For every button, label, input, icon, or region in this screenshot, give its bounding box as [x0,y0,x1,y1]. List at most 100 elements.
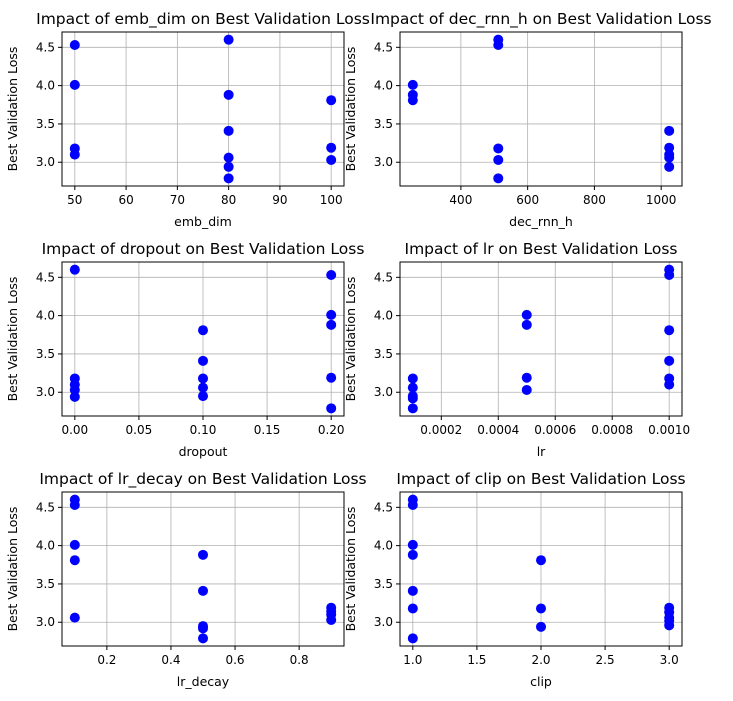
x-tick-label: 0.0002 [420,423,462,437]
x-tick-label: 400 [449,193,472,207]
x-tick-label: 50 [67,193,82,207]
y-tick-label: 3.5 [36,347,55,361]
data-point [407,95,418,106]
x-tick-label: 0.15 [254,423,281,437]
data-point [407,373,418,384]
data-point [664,620,675,631]
y-axis-label: Best Validation Loss [343,507,358,632]
plot-frame [399,491,683,647]
x-axis-label: dropout [179,444,228,459]
data-point [198,373,208,384]
chart-title: Impact of lr on Best Validation Loss [405,240,678,258]
x-tick-label: 0.2 [97,653,116,667]
data-point [664,152,675,163]
x-tick-label: 0.4 [161,653,180,667]
plot-frame [399,31,683,187]
data-point [326,142,337,153]
data-point [223,173,234,184]
x-axis-label: lr [537,444,546,459]
x-tick-label: 0.0004 [477,423,519,437]
y-tick-label: 4.0 [374,79,393,93]
data-point [69,40,80,51]
data-point [326,154,337,165]
data-point [326,319,337,330]
x-tick-label: 0.10 [190,423,217,437]
data-point [326,403,337,414]
x-tick-label: 0.6 [225,653,244,667]
chart-title: Impact of clip on Best Validation Loss [396,470,685,488]
data-point [69,391,80,402]
x-tick-label: 3.0 [660,653,679,667]
x-tick-label: 1.0 [403,653,422,667]
x-tick-label: 0.0006 [534,423,576,437]
y-tick-label: 4.5 [374,500,393,514]
chart-title: Impact of emb_dim on Best Validation Los… [36,10,370,29]
x-tick-label: 0.20 [318,423,345,437]
data-point [493,154,504,165]
y-tick-label: 3.5 [36,117,55,131]
data-point [536,555,546,566]
data-point [198,382,208,393]
data-point [407,633,418,644]
y-tick-label: 3.0 [374,615,393,629]
data-point [664,355,675,366]
x-tick-label: 70 [170,193,185,207]
y-tick-label: 4.0 [36,79,55,93]
data-point [198,633,208,644]
chart-title: Impact of lr_decay on Best Validation Lo… [39,470,366,489]
data-point [326,95,337,106]
data-point [664,161,675,172]
data-point [493,173,504,184]
x-tick-label: 1.5 [467,653,486,667]
data-point [69,264,80,275]
x-tick-label: 80 [221,193,236,207]
data-point [407,500,418,511]
x-tick-label: 0.8 [290,653,309,667]
data-point [223,34,234,45]
data-point [326,270,337,281]
data-point [521,319,532,330]
data-point [664,379,675,390]
y-tick-label: 3.0 [374,385,393,399]
y-axis-label: Best Validation Loss [5,507,20,632]
data-point [407,403,418,414]
y-tick-label: 3.5 [374,117,393,131]
y-tick-label: 4.0 [374,309,393,323]
data-point [198,355,208,366]
data-point [536,621,546,632]
data-point [326,372,337,383]
y-tick-label: 4.5 [36,40,55,54]
data-point [223,89,234,100]
data-point [198,585,208,596]
x-axis-label: emb_dim [174,214,232,229]
x-tick-label: 2.5 [596,653,615,667]
data-point [536,603,546,614]
x-tick-label: 100 [320,193,343,207]
x-tick-label: 1000 [646,193,677,207]
data-point [521,384,532,395]
data-point [223,152,234,163]
data-point [407,549,418,560]
data-point [664,325,675,336]
y-tick-label: 4.0 [36,309,55,323]
data-point [326,614,337,625]
y-tick-label: 3.0 [36,155,55,169]
chart-panel-2: 400 600 800 1000 3.0 3.5 4.0 4.5 Impact of dec_r… [343,10,712,229]
chart-panel-3: 0.00 0.05 0.10 0.15 0.20 3.0 3.5 4.0 4.5 Impact o… [5,240,364,459]
y-tick-label: 3.5 [374,577,393,591]
x-axis-label: clip [530,674,552,689]
y-tick-label: 4.5 [374,40,393,54]
data-point [407,382,418,393]
y-tick-label: 4.0 [36,539,55,553]
data-point [664,125,675,136]
y-tick-label: 4.5 [36,270,55,284]
x-tick-label: 90 [272,193,287,207]
data-point [198,325,208,336]
chart-title: Impact of dec_rnn_h on Best Validation L… [370,10,711,29]
data-point [198,549,208,560]
x-tick-label: 0.0008 [591,423,633,437]
chart-panel-4: 0.0002 0.0004 0.0006 0.0008 0.0010 3.0 3.5 4.0 4… [343,240,690,459]
y-tick-label: 3.5 [374,347,393,361]
data-point [69,500,80,511]
